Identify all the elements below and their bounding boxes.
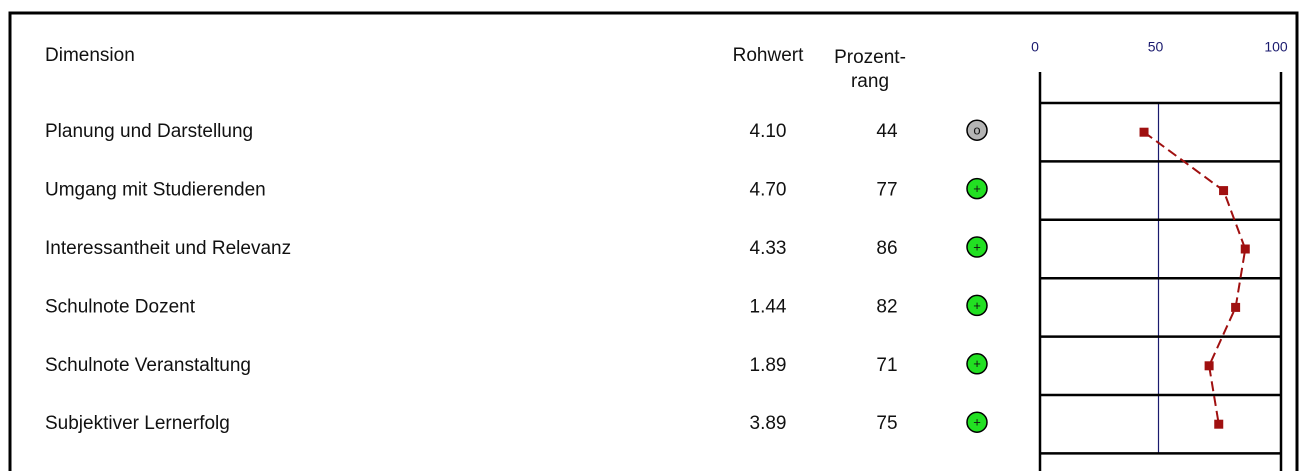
- frame: [8, 11, 1299, 471]
- profile-point: [1240, 244, 1250, 254]
- profile-line: [1143, 131, 1247, 425]
- profile-point: [1214, 419, 1224, 429]
- raw-value: 4.70: [750, 180, 787, 201]
- status-symbol: +: [973, 239, 981, 254]
- raw-value: 4.10: [750, 121, 787, 142]
- percentile: 44: [876, 121, 898, 142]
- status-symbol: o: [973, 123, 980, 138]
- status-icon: [966, 119, 988, 141]
- profile-point: [1204, 361, 1214, 371]
- x-tick-label: 50: [1148, 39, 1164, 55]
- status-symbol: +: [973, 298, 981, 313]
- percentile: 71: [876, 355, 897, 376]
- x-tick-label: 0: [1031, 39, 1039, 55]
- dimension: Subjektiver Lernerfolg: [45, 413, 230, 434]
- raw-value: 1.89: [750, 355, 787, 376]
- percentile: 86: [876, 238, 897, 259]
- dimension: Interessantheit und Relevanz: [45, 238, 291, 259]
- status-icon: [966, 411, 988, 433]
- percentile: 82: [876, 296, 897, 317]
- percentile: 77: [876, 180, 897, 201]
- status-symbol: +: [973, 356, 981, 371]
- status-icon: [966, 236, 988, 258]
- percentile: 75: [876, 413, 897, 434]
- header-percentile: Prozent-: [834, 47, 906, 68]
- raw-value: 3.89: [750, 413, 787, 434]
- profile-point: [1139, 127, 1149, 137]
- raw-value: 4.33: [750, 238, 787, 259]
- status-symbol: +: [973, 415, 981, 430]
- header-dimension: Dimension: [45, 45, 135, 66]
- header-percentile: rang: [851, 71, 889, 92]
- x-tick-label: 100: [1264, 39, 1288, 55]
- raw-value: 1.44: [750, 296, 787, 317]
- profile-point: [1219, 186, 1229, 196]
- dimension: Schulnote Dozent: [45, 296, 196, 317]
- header-raw: Rohwert: [733, 45, 804, 66]
- status-symbol: +: [973, 181, 981, 196]
- dimension: Schulnote Veranstaltung: [45, 355, 251, 376]
- status-icon: [966, 353, 988, 375]
- profile-point: [1231, 302, 1241, 312]
- status-icon: [966, 294, 988, 317]
- dimension: Umgang mit Studierenden: [45, 180, 266, 201]
- status-icon: [966, 177, 988, 200]
- dimension: Planung und Darstellung: [45, 121, 253, 142]
